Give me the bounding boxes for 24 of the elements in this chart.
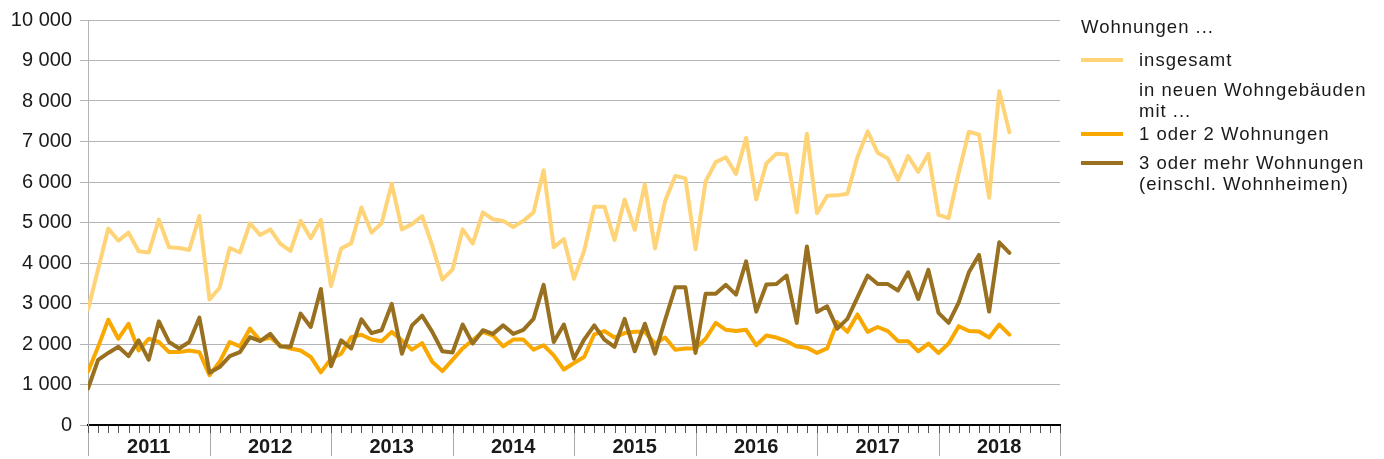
y-tick-label: 8 000 <box>21 88 72 111</box>
legend-label: 3 oder mehr Wohnungen (einschl. Wohnheimen) <box>1139 152 1366 194</box>
y-tick-label: 3 000 <box>21 291 72 314</box>
legend-title: Wohnungen ... <box>1081 16 1215 37</box>
y-tick-label: 4 000 <box>21 250 72 273</box>
x-tick-label: 2013 <box>369 434 414 457</box>
y-tick-label: 9 000 <box>21 48 72 71</box>
x-tick-label: 2018 <box>977 434 1022 457</box>
legend-label: insgesamt <box>1139 49 1233 70</box>
y-tick-label: 2 000 <box>21 331 72 354</box>
y-tick-label: 0 <box>60 412 72 435</box>
y-tick-label: 6 000 <box>21 169 72 192</box>
x-tick-label: 2011 <box>127 434 171 457</box>
y-tick-label: 1 000 <box>21 372 72 395</box>
x-tick-label: 2017 <box>855 434 900 457</box>
x-tick-label: 2014 <box>491 434 537 457</box>
y-tick-label: 7 000 <box>21 129 72 152</box>
y-tick-label: 10 000 <box>10 7 72 30</box>
legend-label: 1 oder 2 Wohnungen <box>1139 123 1330 144</box>
y-tick-label: 5 000 <box>21 210 72 233</box>
x-tick-label: 2012 <box>248 434 293 457</box>
x-tick-label: 2015 <box>612 434 657 457</box>
x-tick-label: 2016 <box>734 434 779 457</box>
text: in neuen Wohngebäuden mit ... <box>1139 79 1368 121</box>
